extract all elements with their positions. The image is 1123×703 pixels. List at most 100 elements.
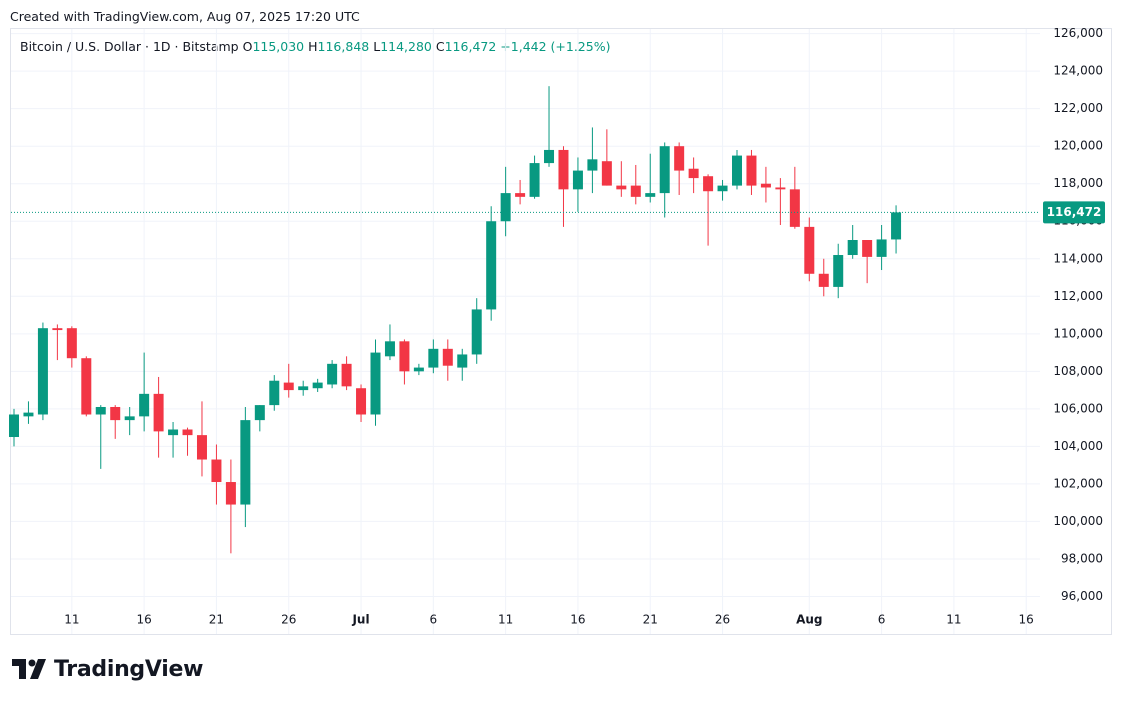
candle-body [110,406,121,421]
candle-body [818,273,829,287]
ohlc-value: 115,030 [252,39,305,54]
y-tick-label: 122,000 [1053,101,1103,115]
y-tick-label: 100,000 [1053,514,1103,528]
candle-body [66,328,77,359]
brand-name: TradingView [54,656,204,682]
y-tick-label: 98,000 [1061,551,1103,565]
candle-body [341,363,352,387]
candle-body [269,380,280,406]
candle-body [298,386,309,391]
ohlc-value: 116,472 [444,39,497,54]
candle-body [52,328,63,331]
x-tick-label: 16 [1019,613,1034,627]
y-tick-label: 102,000 [1053,476,1103,490]
candle-body [760,183,771,188]
ohlc-key: H [308,39,318,54]
candle-body [254,405,265,421]
candle-body [732,155,742,186]
x-tick-label: 6 [430,613,438,627]
candle-body [544,149,555,164]
candle-body [312,382,323,389]
ohlc-value: 114,280 [380,39,432,54]
candle-body [153,393,164,432]
y-tick-label: 114,000 [1053,251,1103,265]
candle-body [81,358,92,415]
candle-body [833,255,844,287]
candle-body [862,240,873,257]
candle-body [356,388,367,415]
candle-body [182,429,193,436]
y-tick-label: 126,000 [1053,26,1103,40]
last-price-label: 116,472 [1047,205,1102,219]
candle-body [384,341,395,357]
brand-icon [12,659,46,679]
candle-body [23,412,34,417]
y-tick-label: 108,000 [1053,364,1103,378]
candle-body [601,161,612,186]
candle-body [529,163,540,197]
candle-body [674,146,685,171]
candle-body [428,348,439,368]
y-tick-label: 120,000 [1053,139,1103,153]
candle-body [240,420,251,505]
candle-body [95,406,106,415]
y-tick-label: 124,000 [1053,64,1103,78]
x-tick-label: 21 [643,613,658,627]
x-tick-label: 26 [281,613,296,627]
y-tick-label: 118,000 [1053,176,1103,190]
candle-body [196,435,207,460]
candle-body [688,168,699,179]
candle-body [876,239,887,257]
candle-body [717,185,728,192]
candle-body [891,212,902,240]
x-tick-label: 11 [64,613,79,627]
chart: 96,000 98,000 100,000 102,000 104,000 106,000… [9,26,1112,635]
candle-body [847,240,858,256]
candle-body [515,193,526,197]
candle-body [139,393,150,417]
candle-body [775,187,786,190]
candle-body [124,416,135,421]
candle-body [572,170,583,190]
x-tick-label: Aug [796,613,822,627]
created-note: Created with TradingView.com, Aug 07, 20… [10,9,360,24]
candle-body [746,155,757,186]
y-tick-label: 96,000 [1061,589,1103,603]
ohlc-values: O115,030 H116,848 L114,280 C116,472 [243,39,501,54]
x-tick-label: 16 [570,613,585,627]
x-tick-label: 21 [209,613,224,627]
brand-logo: TradingView [12,655,203,683]
candle-body [370,352,381,415]
y-tick-label: 110,000 [1053,326,1103,340]
candle-body [225,482,236,505]
candle-body [789,189,800,227]
candle-body [442,348,453,366]
x-tick-label: 6 [878,613,886,627]
candle-body [413,367,424,372]
y-tick-label: 112,000 [1053,289,1103,303]
candle-body [558,149,569,190]
y-tick-label: 106,000 [1053,401,1103,415]
candle-body [616,185,627,190]
candle-body [486,221,497,310]
symbol-legend: Bitcoin / U.S. Dollar · 1D · Bitstamp O1… [20,39,610,54]
x-tick-label: 26 [715,613,730,627]
candle-body [399,341,410,372]
candle-body [457,354,468,368]
last-price-box [1043,201,1105,224]
candle-body [659,146,670,194]
candle-body [471,309,482,355]
ohlc-key: O [242,39,253,54]
x-tick-label: Jul [351,613,369,627]
candle-body [587,159,598,171]
candle-body [630,185,641,197]
y-tick-label: 104,000 [1053,439,1103,453]
candle-body [168,429,179,436]
candle-body [645,193,656,197]
x-tick-label: 11 [946,613,961,627]
candle-body [211,459,222,483]
ohlc-value: 116,848 [317,39,370,54]
candle-body [9,414,19,438]
chart-frame [10,28,1112,635]
